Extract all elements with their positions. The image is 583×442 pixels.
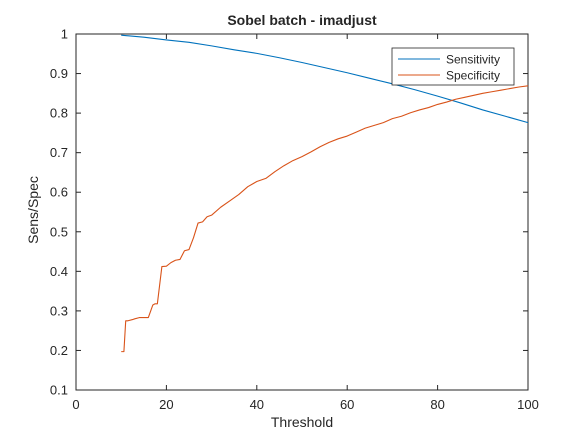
y-tick-label: 0.9 <box>50 66 68 81</box>
x-tick-label: 60 <box>340 397 354 412</box>
x-tick-label: 0 <box>72 397 79 412</box>
legend-label-sensitivity: Sensitivity <box>446 53 500 67</box>
y-tick-label: 0.2 <box>50 343 68 358</box>
x-tick-label: 100 <box>517 397 539 412</box>
y-tick-label: 0.1 <box>50 383 68 398</box>
chart-title: Sobel batch - imadjust <box>227 12 377 28</box>
plot-area: 0 20 40 60 80 100 0.1 0.2 0.3 0.4 0.5 0.6 0.7 0.8 0.9 1 <box>50 27 539 413</box>
y-tick-label: 1 <box>61 27 68 42</box>
axes-box <box>75 33 529 391</box>
x-tick-label: 20 <box>159 397 173 412</box>
y-tick-label: 0.7 <box>50 145 68 160</box>
y-tick-label: 0.6 <box>50 185 68 200</box>
legend-box <box>391 47 515 86</box>
y-tick-label: 0.5 <box>50 224 68 239</box>
x-tick-label: 40 <box>250 397 264 412</box>
x-tick-label: 80 <box>430 397 444 412</box>
y-tick-label: 0.4 <box>50 264 68 279</box>
y-tick-label: 0.8 <box>50 106 68 121</box>
legend: Sensitivity Specificity <box>391 47 515 86</box>
series-line-specificity <box>121 85 529 353</box>
y-axis-label: Sens/Spec <box>25 176 41 244</box>
series-line-sensitivity <box>121 34 529 124</box>
x-axis-label: Threshold <box>271 414 333 430</box>
legend-label-specificity: Specificity <box>446 69 500 83</box>
y-tick-label: 0.3 <box>50 303 68 318</box>
